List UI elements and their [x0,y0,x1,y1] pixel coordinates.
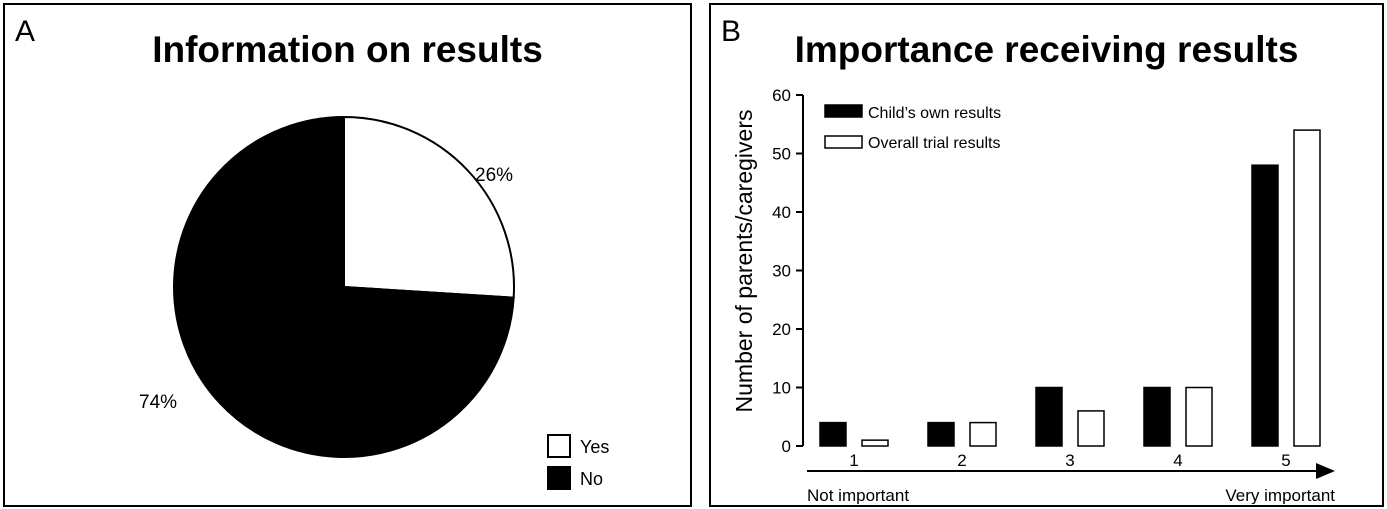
bar-childs-own-3 [1035,386,1063,447]
legend-childs-own-swatch [824,104,863,118]
y-tick-label: 0 [782,437,791,456]
pie-chart: 26% 74% Yes No [139,115,609,490]
y-tick-label: 30 [772,262,791,281]
y-axis-label: Number of parents/caregivers [731,110,757,413]
legend-no-swatch [547,466,571,490]
bar-childs-own-5 [1251,164,1279,447]
pie-label-no: 74% [139,392,177,413]
pie-label-yes: 26% [475,165,513,186]
legend-childs-own-label: Child’s own results [868,105,1001,122]
legend-overall-label: Overall trial results [868,135,1000,152]
x-tick-label: 2 [957,451,966,470]
bar-childs-own-4 [1143,386,1171,447]
legend-no-label: No [580,469,603,489]
legend-yes-label: Yes [580,437,609,457]
bar-childs-own-2 [927,421,955,447]
pie-slice-yes [343,115,515,299]
x-tick-label: 1 [849,451,858,470]
pie-chart-title: Information on results [152,29,543,70]
panel-b-letter: B [721,15,742,48]
x-tick-label: 4 [1173,451,1182,470]
panel-a: A Information on results 26% 74% Yes No [3,3,692,507]
x-axis-label-right: Very important [1225,486,1335,504]
bar-overall-trial-1 [861,439,889,447]
pie-slice-no [173,115,515,458]
y-tick-label: 40 [772,203,791,222]
legend-overall-swatch [824,135,863,149]
bar-overall-trial-2 [969,421,997,447]
bar-chart: Number of parents/caregivers 0 10 20 30 40 50… [731,86,1335,504]
y-tick-label: 20 [772,320,791,339]
bar-childs-own-1 [819,421,847,447]
bar-chart-title: Importance receiving results [794,29,1299,70]
x-axis-label-left: Not important [807,486,909,504]
bar-overall-trial-5 [1293,129,1321,447]
y-tick-label: 10 [772,379,791,398]
panel-a-letter: A [15,15,36,48]
panel-b: B Importance receiving results Number of… [709,3,1384,507]
y-tick-label: 50 [772,145,791,164]
y-tick-label: 60 [772,86,791,105]
x-axis-arrowhead [1316,463,1335,479]
bar-overall-trial-3 [1077,410,1105,447]
x-tick-label: 5 [1281,451,1290,470]
bar-overall-trial-4 [1185,386,1213,447]
legend-yes-swatch [547,434,571,458]
x-tick-label: 3 [1065,451,1074,470]
